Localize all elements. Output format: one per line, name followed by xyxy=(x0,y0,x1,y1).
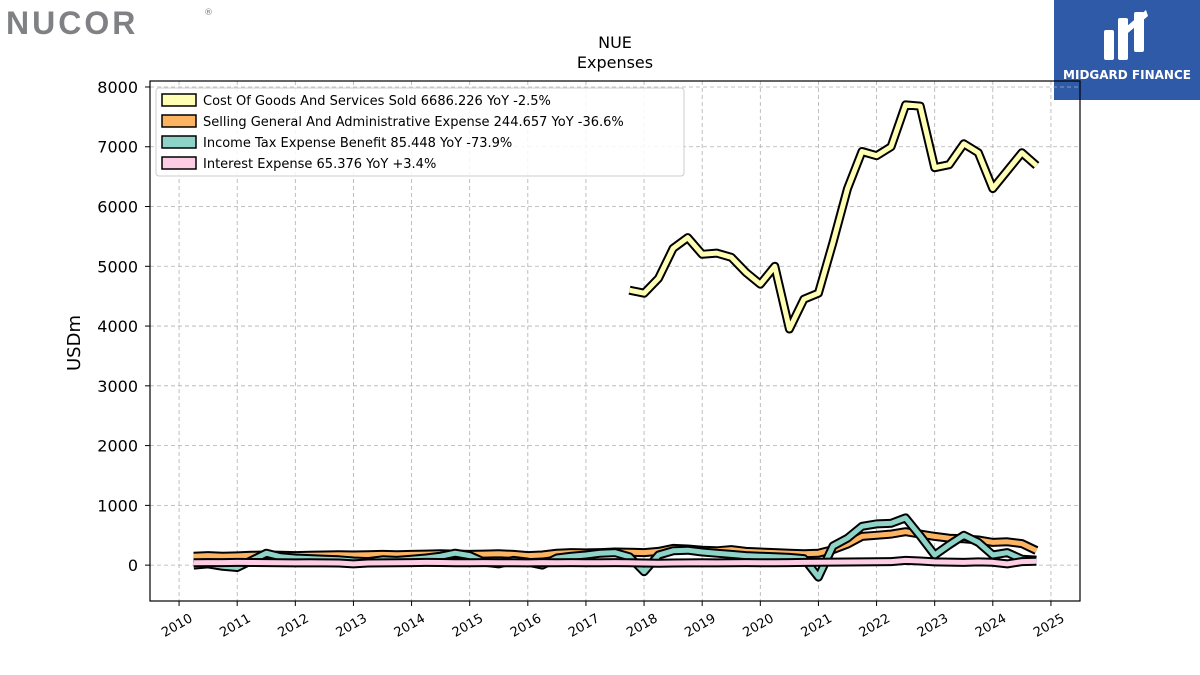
y-tick-label: 6000 xyxy=(97,198,138,217)
y-tick-label: 3000 xyxy=(97,377,138,396)
x-tick-label: 2017 xyxy=(566,611,602,641)
y-tick-label: 8000 xyxy=(97,78,138,97)
series-lines xyxy=(193,100,1040,582)
x-tick-label: 2014 xyxy=(392,611,428,641)
legend: Cost Of Goods And Services Sold 6686.226… xyxy=(155,87,685,177)
legend-swatch-1 xyxy=(161,114,197,128)
x-tick-label: 2016 xyxy=(508,611,544,641)
nucor-logo: NUCOR ® xyxy=(6,5,213,38)
legend-label-0: Cost Of Goods And Services Sold 6686.226… xyxy=(203,94,551,109)
midgard-emblem-icon xyxy=(1104,10,1148,60)
x-tick-label: 2022 xyxy=(857,611,893,641)
y-tick-label: 0 xyxy=(128,556,138,575)
legend-label-1: Selling General And Administrative Expen… xyxy=(203,115,624,130)
legend-swatch-0 xyxy=(161,93,197,107)
y-tick-label: 7000 xyxy=(97,138,138,157)
series-outline-0 xyxy=(628,100,1040,334)
legend-swatch-3 xyxy=(161,156,197,170)
y-tick-label: 2000 xyxy=(97,437,138,456)
x-tick-label: 2020 xyxy=(740,611,776,641)
x-tick-label: 2019 xyxy=(682,611,718,641)
series-line-2 xyxy=(193,515,1037,580)
x-tick-label: 2013 xyxy=(334,611,370,641)
x-tick-label: 2012 xyxy=(275,611,311,641)
nucor-logo-text: NUCOR xyxy=(6,5,138,38)
series-line-3 xyxy=(193,557,1037,567)
legend-box xyxy=(155,87,685,177)
x-tick-label: 2015 xyxy=(450,611,486,641)
series-line-0 xyxy=(628,102,1039,332)
nucor-registered-mark: ® xyxy=(204,8,213,18)
plot-frame xyxy=(149,80,1081,602)
x-tick-label: 2018 xyxy=(624,611,660,641)
x-tick-label: 2023 xyxy=(915,611,951,641)
chart-subtitle: Expenses xyxy=(577,53,653,72)
midgard-finance-text: MIDGARD FINANCE xyxy=(1063,68,1191,82)
y-tick-label: 5000 xyxy=(97,257,138,276)
midgard-finance-logo: MIDGARD FINANCE xyxy=(1054,0,1200,100)
x-tick-label: 2011 xyxy=(217,611,253,641)
chart-title: NUE xyxy=(598,33,632,52)
x-tick-label: 2021 xyxy=(799,611,835,641)
y-tick-label: 4000 xyxy=(97,317,138,336)
x-tick-label: 2010 xyxy=(159,611,195,641)
x-tick-label: 2025 xyxy=(1031,611,1067,641)
legend-label-3: Interest Expense 65.376 YoY +3.4% xyxy=(203,157,436,172)
y-axis-label: USDm xyxy=(64,315,85,371)
legend-label-2: Income Tax Expense Benefit 85.448 YoY -7… xyxy=(203,136,512,151)
y-tick-label: 1000 xyxy=(97,496,138,515)
legend-swatch-2 xyxy=(161,135,197,149)
x-tick-label: 2024 xyxy=(973,611,1009,641)
